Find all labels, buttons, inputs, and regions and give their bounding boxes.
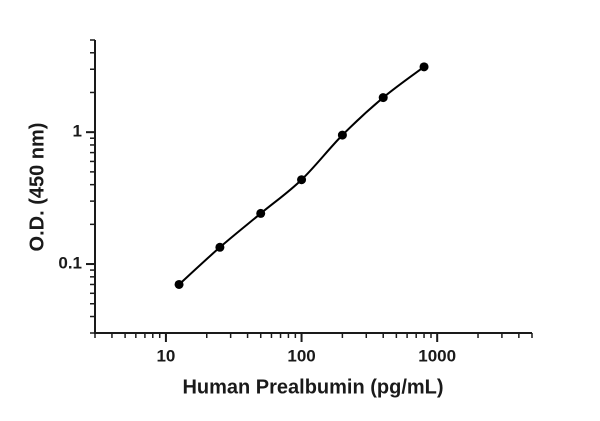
data-point [378,93,388,103]
data-point [256,208,266,218]
data-point [297,175,307,185]
data-point [337,130,347,140]
data-point [174,279,184,289]
y-axis-label: O.D. (450 nm) [26,123,48,252]
x-tick-label: 1000 [418,346,456,365]
y-tick-label: 0.1 [58,254,82,273]
x-tick-label: 100 [287,346,315,365]
x-axis-label: Human Prealbumin (pg/mL) [182,376,443,398]
x-tick-label: 10 [156,346,175,365]
y-tick-label: 1 [73,122,82,141]
data-point [419,62,429,72]
data-point [215,242,225,252]
